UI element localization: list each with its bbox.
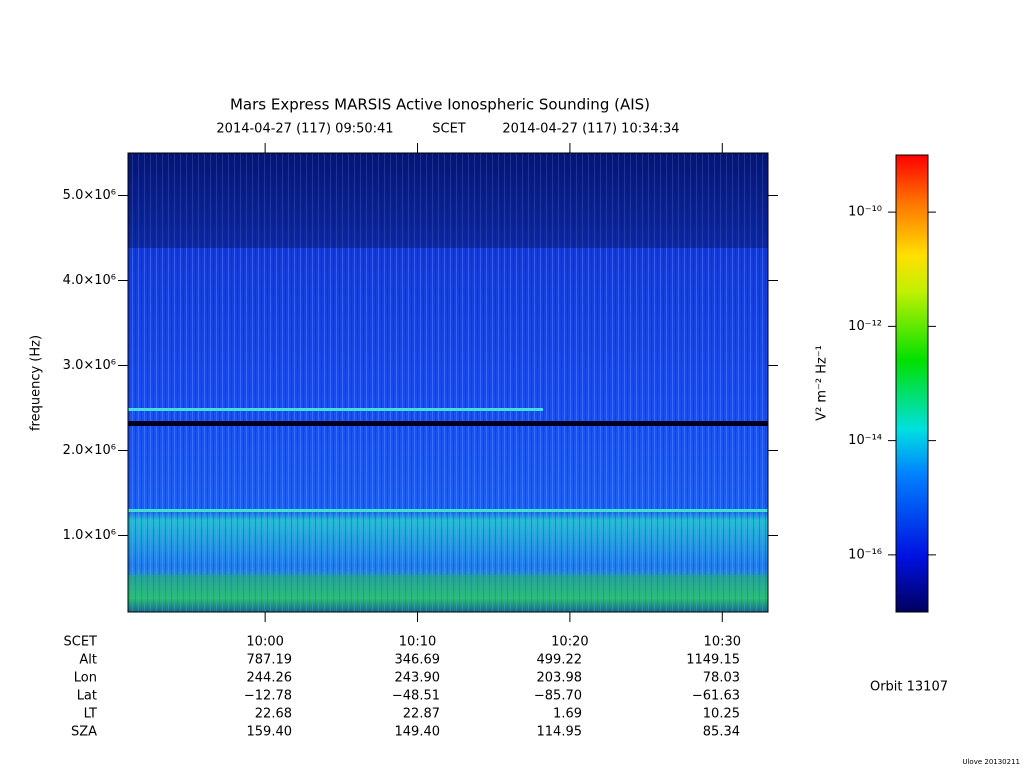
- ephemeris-row-label: Lat: [77, 689, 97, 704]
- ephemeris-value: 85.34: [703, 725, 740, 740]
- ephemeris-value: −12.78: [244, 689, 292, 704]
- y-tick-label: 5.0×10⁶: [63, 188, 116, 203]
- ephemeris-value: −48.51: [392, 689, 440, 704]
- x-tick-label: 10:00: [246, 635, 283, 650]
- ephemeris-value: 499.22: [537, 653, 583, 668]
- colorbar-tick-label: 10⁻¹⁶: [848, 547, 882, 562]
- ephemeris-value: 159.40: [247, 725, 293, 740]
- chart-title: Mars Express MARSIS Active Ionospheric S…: [230, 96, 650, 114]
- ephemeris-value: 78.03: [703, 671, 740, 686]
- ephemeris-value: −61.63: [692, 689, 740, 704]
- y-tick-label: 2.0×10⁶: [63, 443, 116, 458]
- ephemeris-value: 1.69: [553, 707, 582, 722]
- ephemeris-value: 22.68: [255, 707, 292, 722]
- ephemeris-value: 114.95: [537, 725, 583, 740]
- ephemeris-value: 10.25: [703, 707, 740, 722]
- colorbar-tick-label: 10⁻¹⁰: [848, 205, 882, 220]
- y-tick-label: 3.0×10⁶: [63, 358, 116, 373]
- ephemeris-value: 244.26: [247, 671, 293, 686]
- colorbar: [895, 154, 929, 613]
- subtitle-label: SCET: [432, 122, 466, 137]
- colorbar-tick-label: 10⁻¹⁴: [848, 433, 882, 448]
- ephemeris-value: 346.69: [395, 653, 441, 668]
- x-tick-label: 10:10: [399, 635, 436, 650]
- ephemeris-value: −85.70: [534, 689, 582, 704]
- x-tick-label: 10:20: [551, 635, 588, 650]
- ephemeris-value: 203.98: [537, 671, 583, 686]
- y-axis-label: frequency (Hz): [29, 335, 44, 431]
- y-tick-label: 4.0×10⁶: [63, 273, 116, 288]
- ephemeris-label: SCET: [64, 635, 98, 650]
- ephemeris-row-label: LT: [84, 707, 97, 722]
- orbit: Orbit 13107: [870, 680, 948, 695]
- ephemeris-row-label: SZA: [71, 725, 97, 740]
- subtitle-start: 2014-04-27 (117) 09:50:41: [216, 122, 393, 137]
- ephemeris-row-label: Lon: [74, 671, 97, 686]
- ephemeris-value: 149.40: [395, 725, 441, 740]
- spectrogram: [127, 152, 769, 613]
- y-tick-label: 1.0×10⁶: [63, 528, 116, 543]
- ephemeris-value: 243.90: [395, 671, 441, 686]
- ephemeris-row-label: Alt: [79, 653, 97, 668]
- credit: Ulove 20130211: [962, 758, 1020, 766]
- ephemeris-value: 22.87: [403, 707, 440, 722]
- colorbar-label: V² m⁻² Hz⁻¹: [815, 345, 830, 421]
- x-tick-label: 10:30: [704, 635, 741, 650]
- ephemeris-value: 787.19: [247, 653, 293, 668]
- subtitle-end: 2014-04-27 (117) 10:34:34: [502, 122, 679, 137]
- colorbar-tick-label: 10⁻¹²: [848, 319, 882, 334]
- ephemeris-value: 1149.15: [686, 653, 740, 668]
